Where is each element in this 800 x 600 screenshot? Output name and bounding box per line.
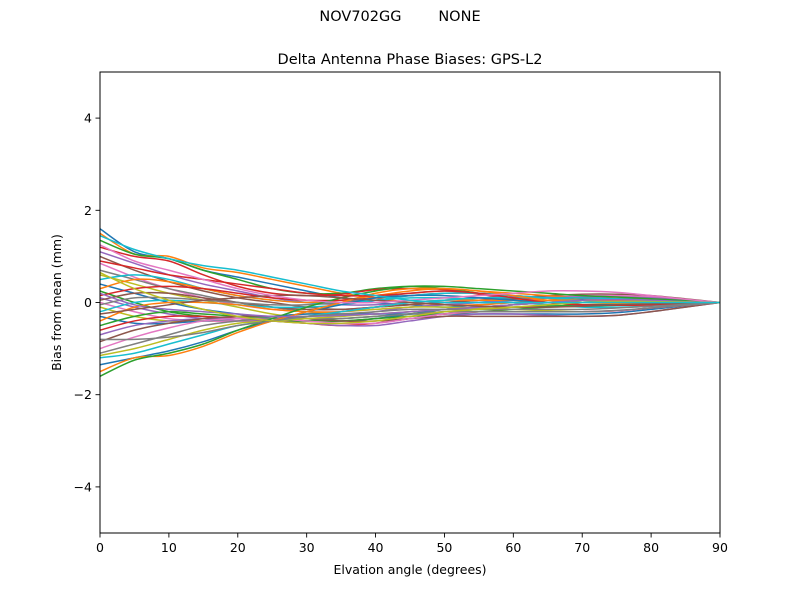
series-line-28: [99, 301, 721, 354]
x-tick-label: 80: [643, 540, 659, 555]
chart-title: Delta Antenna Phase Biases: GPS-L2: [278, 52, 543, 68]
x-tick-label: 30: [299, 540, 315, 555]
x-tick-label: 60: [505, 540, 521, 555]
series-line-32: [99, 287, 721, 373]
x-tick-label: 50: [436, 540, 452, 555]
series-line-40: [99, 234, 721, 304]
y-tick-label: −2: [74, 387, 92, 402]
y-tick-label: 0: [84, 295, 92, 310]
x-tick-label: 0: [96, 540, 104, 555]
figure-title: NOV702GG NONE: [319, 9, 481, 25]
x-axis-label: Elvation angle (degrees): [333, 562, 486, 577]
x-tick-label: 10: [161, 540, 177, 555]
series-line-36: [99, 294, 721, 315]
x-tick-label: 70: [574, 540, 590, 555]
y-tick-label: −4: [74, 479, 92, 494]
y-tick-label: 4: [84, 111, 92, 126]
x-tick-label: 40: [368, 540, 384, 555]
series-line-39: [99, 271, 721, 325]
y-axis-label: Bias from mean (mm): [49, 234, 64, 371]
x-axis-ticks: 0 10 20 30 40 50 60 70 80 90: [96, 533, 728, 555]
y-axis-ticks: −4 −2 0 2 4: [74, 111, 100, 494]
series-line-33: [99, 285, 721, 377]
x-tick-label: 20: [230, 540, 246, 555]
x-tick-label: 90: [712, 540, 728, 555]
series-lines: [99, 228, 721, 377]
series-line-38: [99, 301, 721, 341]
series-line-35: [99, 292, 721, 318]
y-tick-label: 2: [84, 203, 92, 218]
